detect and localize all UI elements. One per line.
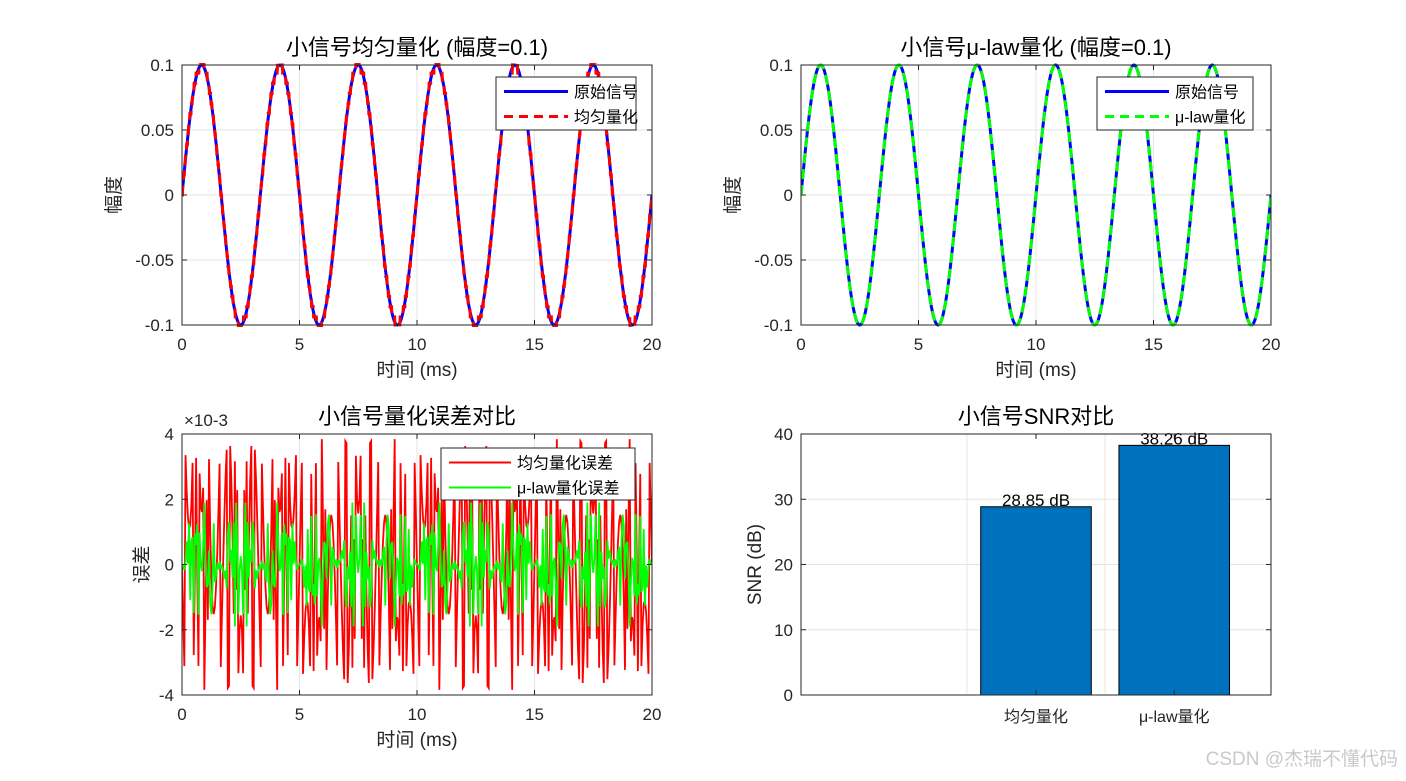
legend-box	[440, 447, 636, 501]
x-axis-label: 时间 (ms)	[995, 359, 1076, 381]
x-tick-label: 0	[177, 335, 186, 354]
y-tick-label: 0	[784, 186, 793, 205]
y-axis-label: 误差	[131, 545, 153, 583]
legend-box	[495, 76, 637, 131]
y-tick-label: -2	[159, 621, 174, 640]
x-tick-label: 15	[525, 335, 544, 354]
chart-panel-2: -0.1 -0.05 0 0.05 0.1 0 5 10 15 20 小信号μ-law量化 (幅度=…	[722, 35, 1280, 381]
chart-title: 小信号量化误差对比	[318, 404, 516, 429]
legend-label: 原始信号	[1175, 84, 1239, 102]
x-tick-label: μ-law量化	[1139, 708, 1210, 726]
y-tick-label: 0.1	[150, 56, 174, 75]
x-tick-label: 20	[643, 705, 662, 724]
x-tick-label: 5	[914, 335, 923, 354]
y-tick-label: 0.1	[769, 56, 793, 75]
x-tick-label: 10	[408, 335, 427, 354]
series-line-mulaw	[801, 63, 1271, 327]
y-tick-label: -0.1	[145, 316, 174, 335]
y-tick-label: 2	[165, 490, 174, 509]
y-tick-label: 0	[165, 186, 174, 205]
x-axis-label: 时间 (ms)	[376, 729, 457, 751]
chart-panel-1: -0.1 -0.05 0 0.05 0.1 0 5 10 15 20 小信号均匀量化 (幅度=0.1…	[103, 35, 661, 381]
bar-1	[980, 506, 1092, 696]
x-tick-label: 15	[1144, 335, 1163, 354]
y-tick-label: -4	[159, 686, 174, 705]
y-axis-label: 幅度	[103, 176, 125, 214]
y-tick-label: 0.05	[141, 121, 174, 140]
y-exponent-label: ×10-3	[184, 411, 228, 430]
y-tick-label: 4	[165, 425, 174, 444]
x-tick-label: 10	[408, 705, 427, 724]
x-tick-label: 20	[643, 335, 662, 354]
x-tick-label: 0	[177, 705, 186, 724]
chart-title: 小信号SNR对比	[958, 404, 1114, 429]
legend-label: 均匀量化误差	[517, 455, 613, 473]
chart-title: 小信号μ-law量化 (幅度=0.1)	[900, 35, 1171, 60]
x-tick-label: 均匀量化	[1004, 708, 1068, 726]
legend: 均匀量化误差 μ-law量化误差	[440, 447, 636, 501]
y-tick-label: 0	[784, 686, 793, 705]
x-tick-label: 20	[1262, 335, 1281, 354]
legend-label: 原始信号	[574, 84, 638, 102]
legend: 原始信号 μ-law量化	[1096, 76, 1254, 131]
legend-label: μ-law量化误差	[517, 480, 620, 498]
x-tick-label: 5	[295, 335, 304, 354]
x-tick-label: 5	[295, 705, 304, 724]
y-axis-label: SNR (dB)	[745, 524, 766, 605]
series-line-uniform	[182, 63, 652, 327]
series-line-mulaw-error	[182, 502, 652, 627]
y-tick-label: -0.05	[754, 251, 793, 270]
legend-box	[1096, 76, 1254, 131]
y-tick-label: 0	[165, 556, 174, 575]
y-axis-label: 幅度	[722, 176, 744, 214]
x-axis-label: 时间 (ms)	[376, 359, 457, 381]
y-tick-label: 30	[774, 490, 793, 509]
bar-2	[1118, 444, 1231, 696]
legend-label: 均匀量化	[574, 109, 638, 127]
x-tick-label: 10	[1027, 335, 1046, 354]
chart-title: 小信号均匀量化 (幅度=0.1)	[286, 35, 548, 60]
y-tick-label: 20	[774, 556, 793, 575]
y-tick-label: 10	[774, 621, 793, 640]
y-tick-label: -0.05	[135, 251, 174, 270]
x-tick-label: 0	[796, 335, 805, 354]
y-tick-label: -0.1	[764, 316, 793, 335]
y-tick-label: 40	[774, 425, 793, 444]
bar-data-label: 28.85 dB	[1002, 491, 1070, 510]
x-tick-label: 15	[525, 705, 544, 724]
y-tick-label: 0.05	[760, 121, 793, 140]
watermark: CSDN @杰瑞不懂代码	[1205, 749, 1398, 770]
legend-label: μ-law量化	[1175, 109, 1246, 127]
